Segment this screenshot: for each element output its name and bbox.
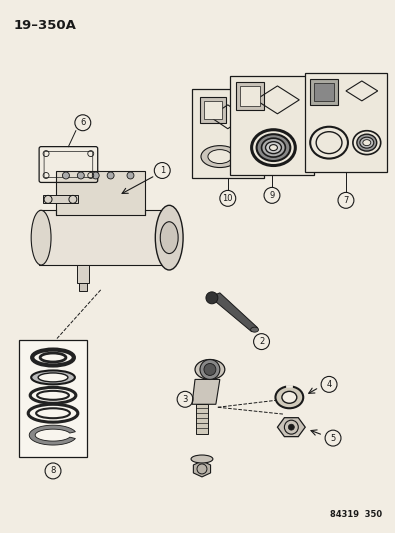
Ellipse shape [275,386,303,408]
Ellipse shape [208,150,232,164]
Bar [77,265,89,283]
Ellipse shape [38,373,68,382]
Text: 5: 5 [330,434,336,442]
Ellipse shape [31,211,51,265]
Bar [230,76,314,175]
Bar [43,196,78,203]
Bar [200,97,226,123]
Ellipse shape [363,140,371,146]
Ellipse shape [206,292,218,304]
Ellipse shape [160,222,178,254]
Circle shape [204,364,216,375]
Circle shape [77,172,84,179]
Ellipse shape [265,142,281,154]
Text: 2: 2 [259,337,264,346]
Bar [79,283,87,291]
Text: 8: 8 [50,466,56,475]
Ellipse shape [155,205,183,270]
Bar [192,89,263,179]
Text: 10: 10 [222,194,233,203]
Ellipse shape [201,146,239,167]
Circle shape [127,172,134,179]
Text: 1: 1 [160,166,165,175]
Bar [196,404,208,434]
Ellipse shape [360,137,374,148]
Circle shape [62,172,70,179]
Circle shape [200,360,220,379]
Text: 4: 4 [326,380,332,389]
Circle shape [288,424,294,430]
Circle shape [107,172,114,179]
Ellipse shape [357,134,377,151]
Bar [56,171,145,215]
Bar [39,211,167,265]
Text: 6: 6 [80,118,85,127]
Bar [305,73,387,173]
Text: 9: 9 [269,191,275,200]
Bar [204,101,222,119]
Ellipse shape [31,370,75,384]
Ellipse shape [195,360,225,379]
Ellipse shape [257,134,290,161]
Text: 7: 7 [343,196,349,205]
Polygon shape [210,293,258,332]
Bar [314,83,334,101]
Text: 19–350A: 19–350A [13,19,76,33]
Text: 84319  350: 84319 350 [329,510,382,519]
Circle shape [92,172,99,179]
Ellipse shape [261,138,285,157]
Bar [19,340,87,457]
Bar [310,79,338,105]
Bar [240,86,260,106]
Ellipse shape [282,391,297,403]
Polygon shape [192,379,220,404]
Ellipse shape [191,455,213,463]
Polygon shape [194,461,211,477]
Ellipse shape [269,144,277,151]
Text: 3: 3 [182,395,188,404]
Bar [236,82,263,110]
Ellipse shape [250,327,259,332]
Polygon shape [277,418,305,437]
Polygon shape [29,425,75,445]
